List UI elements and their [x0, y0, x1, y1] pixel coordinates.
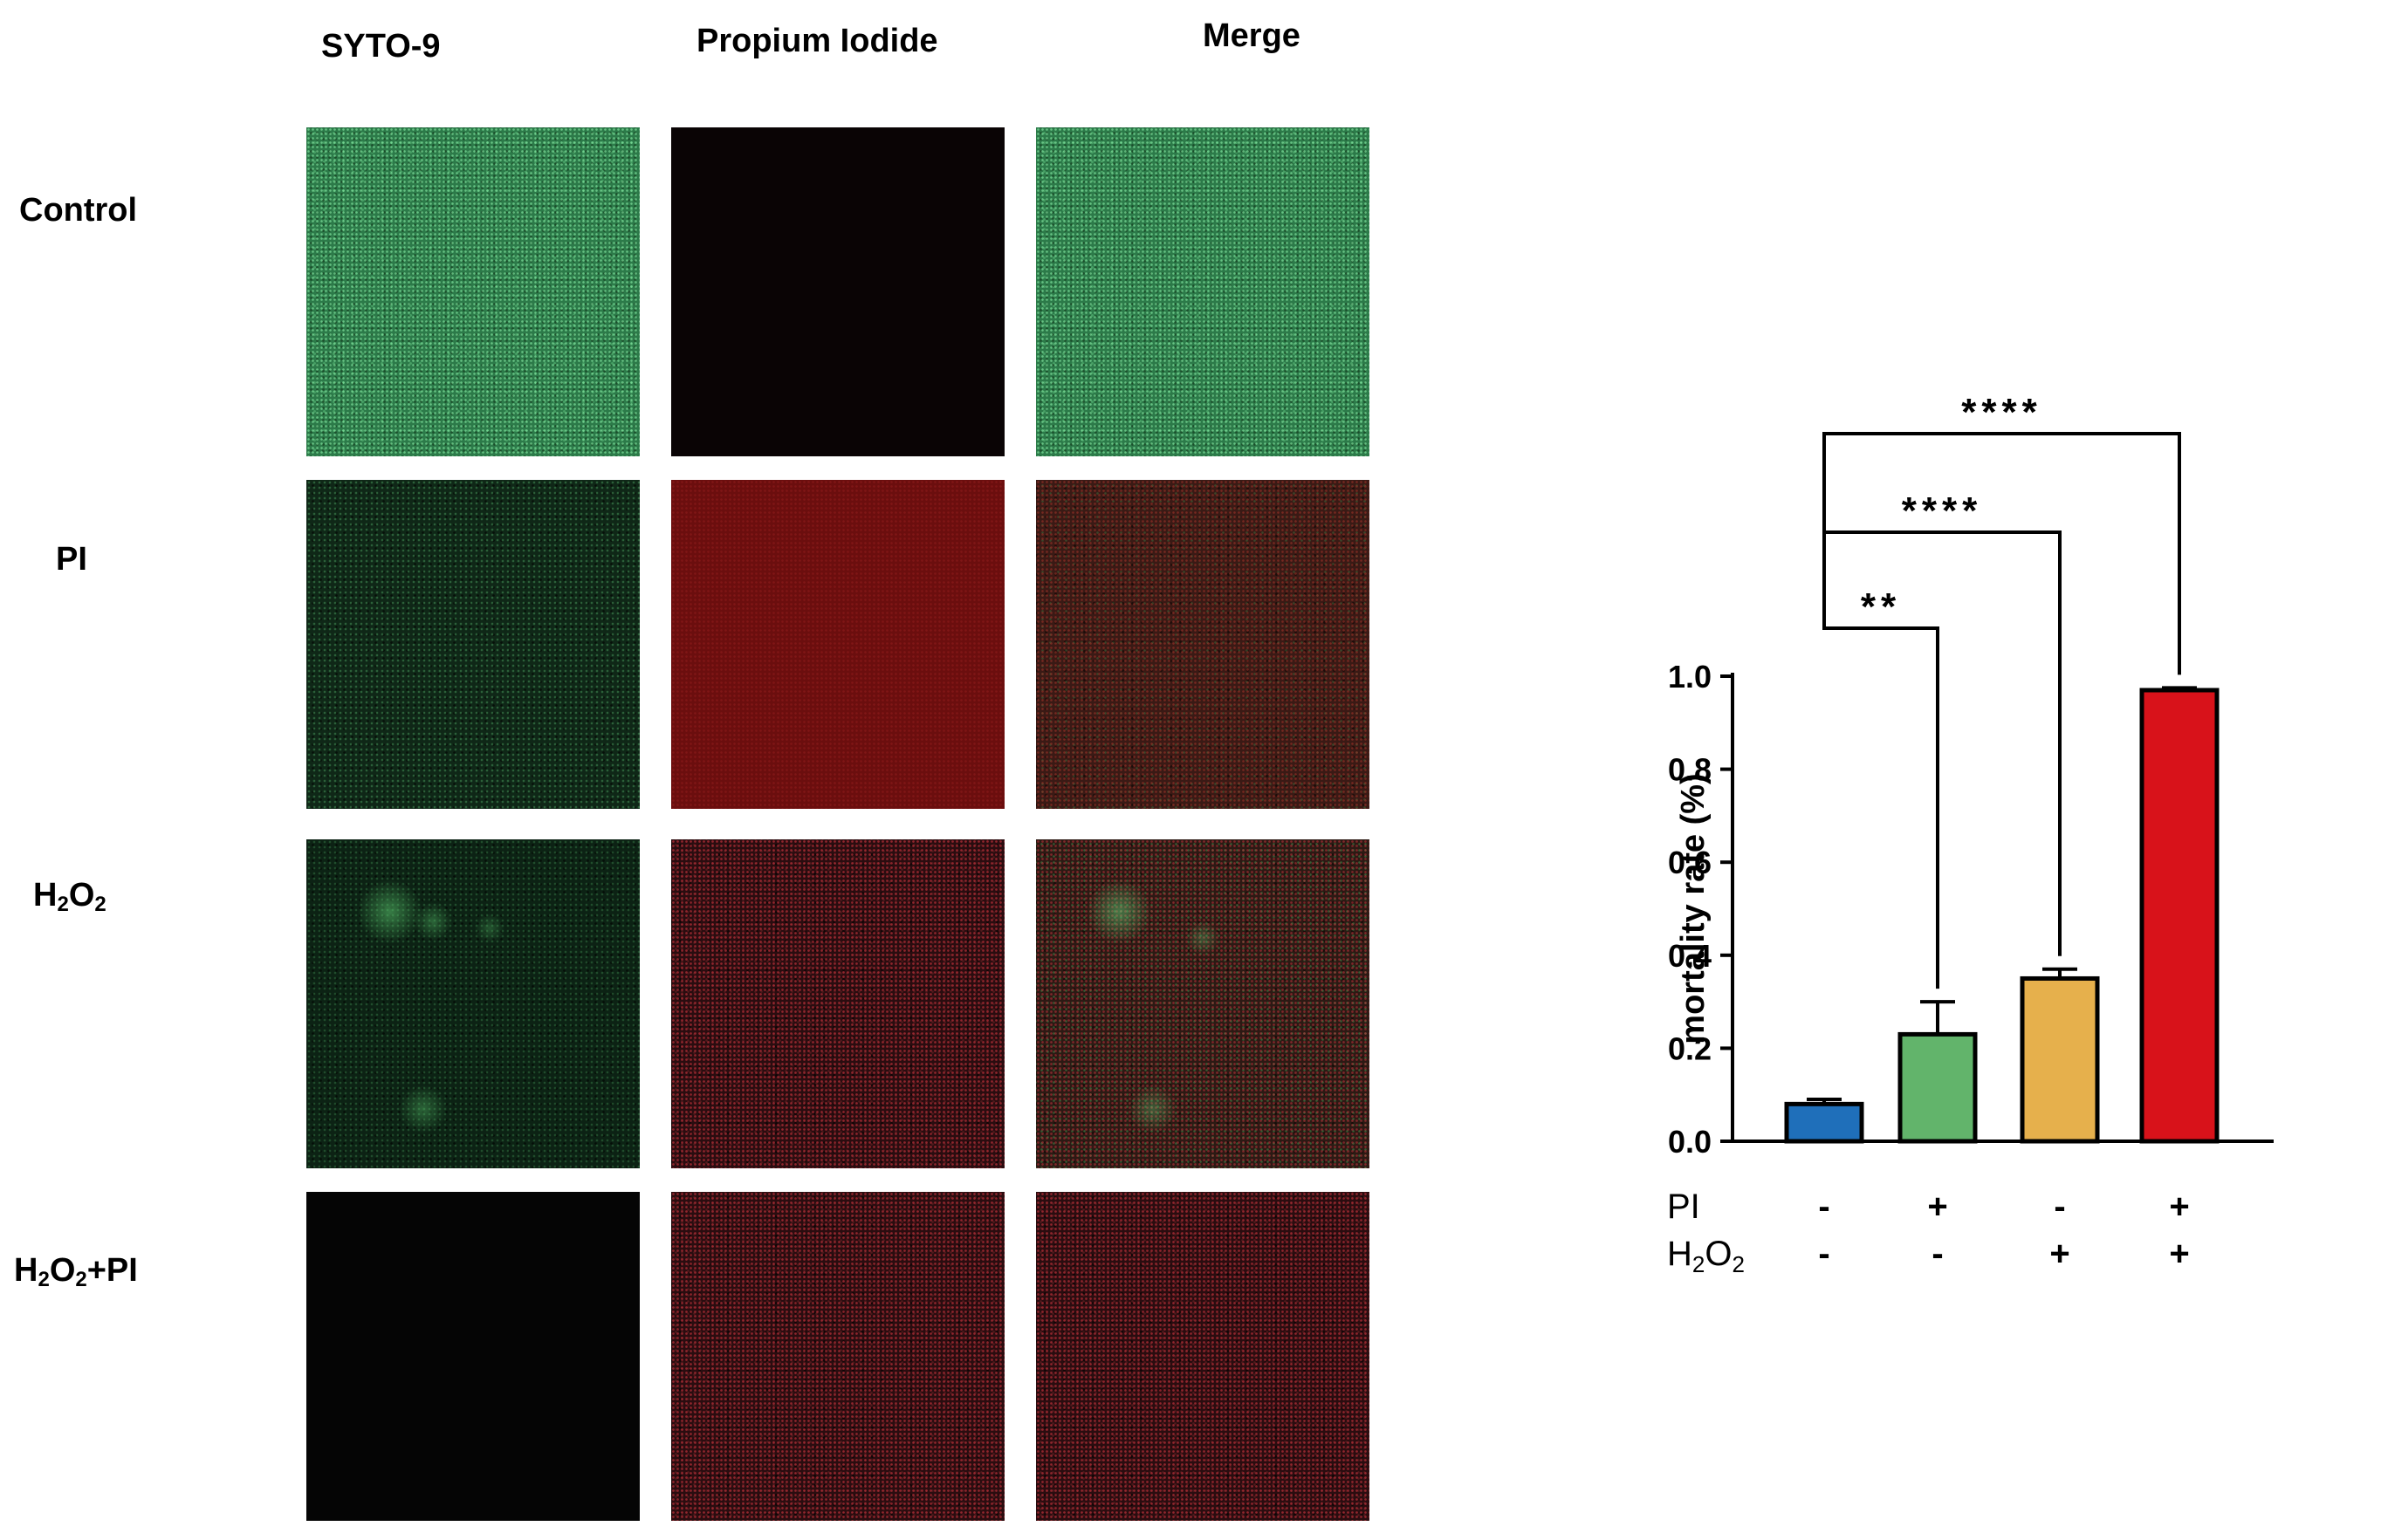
- condition-row-label: PI: [1667, 1188, 1700, 1226]
- condition-value: -: [2054, 1188, 2065, 1226]
- row-label-control: Control: [19, 192, 138, 229]
- significance-label: ****: [1902, 489, 1983, 532]
- condition-value: -: [1818, 1188, 1829, 1226]
- column-header-merge: Merge: [1203, 17, 1300, 54]
- panel-pi-merge: [1036, 480, 1369, 809]
- bar: [1897, 1031, 1978, 1144]
- y-tick-label: 0.0: [1668, 1124, 1712, 1160]
- condition-value: +: [2169, 1188, 2189, 1226]
- panel-control-syto9: [306, 127, 640, 456]
- row-label-h2o2-pi: H2O2+PI: [14, 1252, 138, 1291]
- y-tick-label: 0.8: [1668, 752, 1712, 788]
- significance-label: **: [1861, 585, 1901, 628]
- bar: [1784, 1101, 1864, 1144]
- y-tick-label: 0.4: [1668, 938, 1712, 974]
- condition-value: +: [2049, 1235, 2069, 1273]
- panel-pi-syto9: [306, 480, 640, 809]
- significance-label: ****: [1961, 391, 2042, 434]
- condition-row-label-part: 2: [1692, 1251, 1705, 1277]
- significance-bracket: [1822, 432, 2181, 675]
- panel-pi-pi: [671, 480, 1005, 809]
- row-label-h2o2: H2O2: [33, 877, 106, 916]
- panel-control-pi: [671, 127, 1005, 456]
- panel-h2o2-merge: [1036, 839, 1369, 1168]
- bar: [2139, 688, 2220, 1144]
- y-axis-label: mortality rate (%): [1675, 773, 1712, 1044]
- condition-row-label: H2O2: [1667, 1235, 1745, 1277]
- significance-bracket: [1822, 502, 2062, 956]
- y-tick-label: 1.0: [1668, 659, 1712, 695]
- condition-value: -: [1818, 1235, 1829, 1273]
- column-header-syto9: SYTO-9: [321, 28, 441, 65]
- condition-value: -: [1932, 1235, 1943, 1273]
- condition-value: +: [2169, 1235, 2189, 1273]
- y-tick-label: 0.2: [1668, 1030, 1712, 1066]
- panel-h2o2-syto9: [306, 839, 640, 1168]
- panel-h2o2-pi-merge: [1036, 1192, 1369, 1521]
- panel-h2o2-pi-pi: [671, 1192, 1005, 1521]
- panel-h2o2-pi: [671, 839, 1005, 1168]
- condition-row-label-part: H: [1667, 1235, 1692, 1273]
- significance-bracket: [1822, 502, 1939, 989]
- y-tick-label: 0.6: [1668, 845, 1712, 880]
- row-label-pi: PI: [56, 541, 87, 578]
- panel-control-merge: [1036, 127, 1369, 456]
- condition-value: +: [1927, 1188, 1947, 1226]
- condition-row-label-part: O: [1705, 1235, 1732, 1273]
- bar: [2020, 975, 2100, 1144]
- panel-h2o2-pi-syto9: [306, 1192, 640, 1521]
- column-header-propidium-iodide: Propium Iodide: [696, 23, 938, 59]
- condition-row-label-part: 2: [1732, 1251, 1744, 1277]
